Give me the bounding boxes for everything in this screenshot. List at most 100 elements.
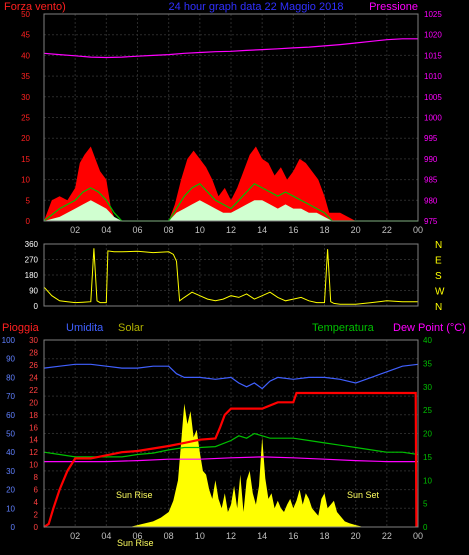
y-tick-label: 20 xyxy=(6,486,15,495)
x-tick-label: 18 xyxy=(319,225,329,235)
y-tick-label: 15 xyxy=(21,155,30,164)
y-tick-label: 1020 xyxy=(424,31,442,40)
y-tick-label: 10 xyxy=(21,176,30,185)
y-tick-label: 995 xyxy=(424,134,438,143)
y-tick-label: 25 xyxy=(423,406,432,415)
y-tick-label: 15 xyxy=(423,453,432,462)
wind-pressure-panel: 0510152025303540455097598098599099510001… xyxy=(21,10,442,235)
humidity-axis-label: Umidita xyxy=(66,322,104,334)
y-tick-label: 26 xyxy=(29,361,38,370)
x-tick-label: 06 xyxy=(132,225,142,235)
y-tick-label: 14 xyxy=(29,436,38,445)
y-tick-label: 22 xyxy=(29,386,38,395)
y-tick-label: 1005 xyxy=(424,93,442,102)
temperature-axis-label: Temperatura xyxy=(312,322,375,334)
rain-axis-label: Pioggia xyxy=(2,322,40,334)
x-tick-label: 00 xyxy=(413,225,423,235)
y-tick-label: 990 xyxy=(424,155,438,164)
y-tick-label: 100 xyxy=(2,336,16,345)
x-tick-label: 16 xyxy=(288,531,298,541)
y-tick-label: 40 xyxy=(6,448,15,457)
y-tick-label: 28 xyxy=(29,348,38,357)
y-tick-label: 30 xyxy=(29,336,38,345)
x-tick-label: 04 xyxy=(101,531,111,541)
x-tick-label: 14 xyxy=(257,531,267,541)
wind-direction-line xyxy=(43,248,418,305)
x-tick-label: 20 xyxy=(351,531,361,541)
x-tick-label: 20 xyxy=(351,225,361,235)
y-tick-label: 30 xyxy=(6,467,15,476)
y-tick-label: 0 xyxy=(26,217,31,226)
y-tick-label: 50 xyxy=(6,430,15,439)
x-tick-label: 22 xyxy=(382,531,392,541)
y-tick-label: 980 xyxy=(424,196,438,205)
y-tick-label: 4 xyxy=(34,498,39,507)
x-tick-label: 10 xyxy=(195,531,205,541)
compass-label: N xyxy=(435,240,442,251)
wind-speed-line xyxy=(43,182,418,222)
y-tick-label: 35 xyxy=(423,359,432,368)
solar-axis-label: Solar xyxy=(118,322,144,334)
plot-frame xyxy=(43,339,419,528)
y-tick-label: 20 xyxy=(29,398,38,407)
y-tick-label: 24 xyxy=(29,373,38,382)
y-tick-label: 40 xyxy=(21,51,30,60)
y-tick-label: 270 xyxy=(25,256,39,265)
plot-frame xyxy=(43,243,419,307)
rain-line xyxy=(43,391,418,528)
x-tick-label: 10 xyxy=(195,225,205,235)
y-tick-label: 2 xyxy=(34,511,39,520)
x-tick-label: 16 xyxy=(288,225,298,235)
x-tick-label: 12 xyxy=(226,225,236,235)
y-tick-label: 0 xyxy=(34,302,39,311)
y-tick-label: 25 xyxy=(21,114,30,123)
y-tick-label: 30 xyxy=(423,383,432,392)
dew-point-axis-label: Dew Point (°C) xyxy=(393,322,466,334)
y-tick-label: 1010 xyxy=(424,72,442,81)
chart-title: 24 hour graph data 22 Maggio 2018 xyxy=(169,1,344,13)
y-tick-label: 45 xyxy=(21,31,30,40)
y-tick-label: 35 xyxy=(21,72,30,81)
y-tick-label: 0 xyxy=(11,523,16,532)
y-tick-label: 18 xyxy=(29,411,38,420)
x-tick-label: 04 xyxy=(101,225,111,235)
y-tick-label: 20 xyxy=(423,430,432,439)
y-tick-label: 90 xyxy=(29,287,38,296)
dew-point-line xyxy=(44,456,418,463)
compass-label: N xyxy=(435,302,442,313)
wind-axis-label: Forza vento) xyxy=(4,1,66,13)
temperature-line xyxy=(43,432,419,458)
wind-gust-area xyxy=(44,146,418,221)
y-tick-label: 5 xyxy=(423,500,428,509)
y-tick-label: 0 xyxy=(34,523,39,532)
sun-rise-axis-label: Sun Rise xyxy=(117,538,154,548)
y-tick-label: 10 xyxy=(423,476,432,485)
y-tick-label: 5 xyxy=(26,196,31,205)
x-tick-label: 22 xyxy=(382,225,392,235)
y-tick-label: 30 xyxy=(21,93,30,102)
y-tick-label: 20 xyxy=(21,134,30,143)
y-tick-label: 8 xyxy=(34,473,39,482)
wind-average-area xyxy=(44,200,418,221)
y-tick-label: 80 xyxy=(6,373,15,382)
compass-label: W xyxy=(435,287,445,298)
solar-area xyxy=(129,403,372,527)
x-tick-label: 12 xyxy=(226,531,236,541)
y-tick-label: 10 xyxy=(6,504,15,513)
y-tick-label: 90 xyxy=(6,355,15,364)
x-tick-label: 00 xyxy=(413,531,423,541)
y-tick-label: 50 xyxy=(21,10,30,19)
pressure-line xyxy=(43,38,418,59)
y-tick-label: 985 xyxy=(424,176,438,185)
sun-rise-label: Sun Rise xyxy=(116,490,153,500)
y-tick-label: 1025 xyxy=(424,10,442,19)
y-tick-label: 180 xyxy=(25,271,39,280)
x-tick-label: 14 xyxy=(257,225,267,235)
y-tick-label: 1000 xyxy=(424,114,442,123)
y-tick-label: 40 xyxy=(423,336,432,345)
y-tick-label: 10 xyxy=(29,461,38,470)
y-tick-label: 1015 xyxy=(424,51,442,60)
y-tick-label: 0 xyxy=(423,523,428,532)
compass-label: S xyxy=(435,271,442,282)
